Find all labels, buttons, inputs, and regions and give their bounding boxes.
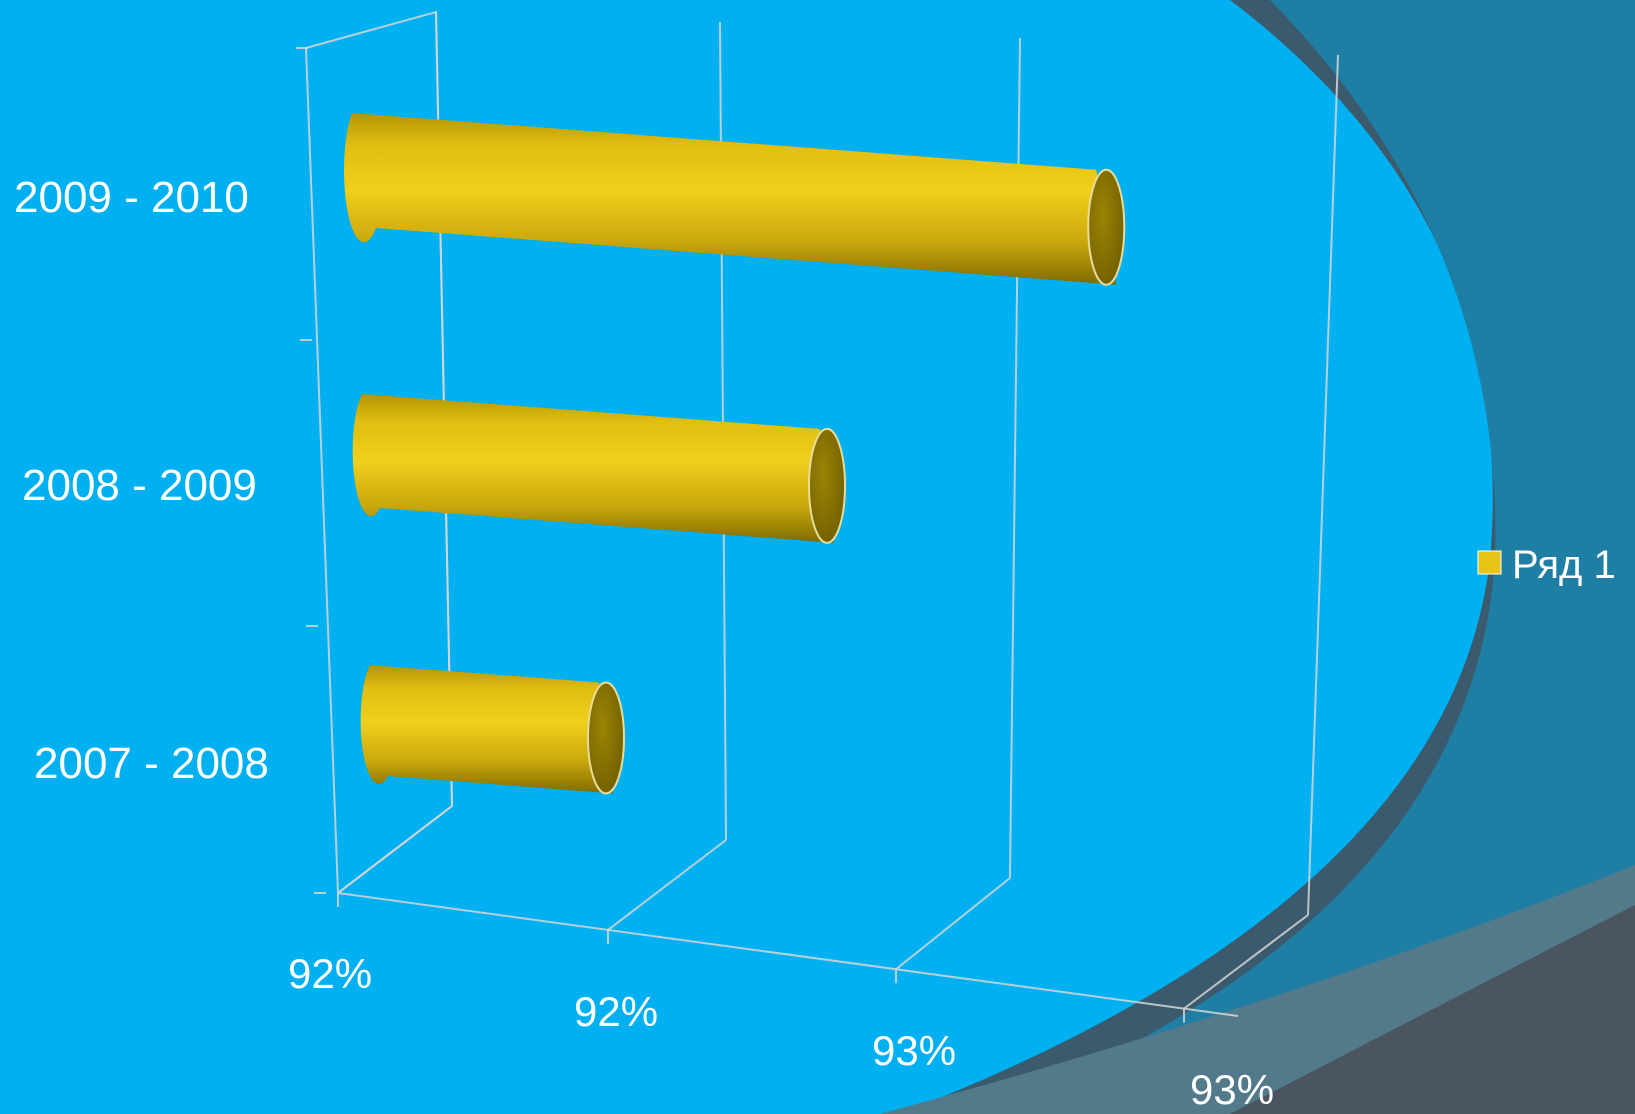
bar-cap (1087, 168, 1126, 286)
value-axis: 92% 92% 93% 93% (288, 950, 1274, 1113)
value-tick-label: 93% (872, 1027, 956, 1074)
category-label: 2007 - 2008 (34, 739, 269, 788)
floor-front-edge (337, 892, 1239, 1017)
floor-gridline (895, 877, 1011, 971)
bar-cap (808, 427, 846, 544)
category-axis: 2009 - 2010 2008 - 2009 2007 - 2008 (14, 173, 269, 788)
legend: Ряд 1 (1477, 543, 1616, 587)
bar-layer (344, 113, 1126, 795)
bar-body (360, 665, 613, 794)
floor-gridline (607, 839, 727, 931)
bar-cap (587, 681, 625, 795)
value-tick-label: 92% (574, 988, 658, 1035)
bar-body (344, 113, 1117, 285)
legend-label: Ряд 1 (1512, 543, 1616, 587)
bar-body (352, 394, 834, 543)
decor-band (980, 0, 1635, 1114)
background-decoration (880, 0, 1635, 1114)
value-tick-label: 92% (288, 950, 372, 997)
bar-2007-2008 (360, 665, 625, 795)
decor-corner-dark (1230, 905, 1635, 1114)
bar-2009-2010 (344, 113, 1126, 286)
category-label: 2008 - 2009 (22, 461, 257, 510)
category-label: 2009 - 2010 (14, 173, 249, 222)
legend-swatch (1477, 550, 1502, 575)
floor-gridline (1183, 914, 1309, 1010)
floor-gridline (337, 805, 453, 894)
bar-2008-2009 (352, 394, 846, 544)
wall-gridline (1307, 54, 1339, 916)
value-tick-label: 93% (1190, 1066, 1274, 1113)
